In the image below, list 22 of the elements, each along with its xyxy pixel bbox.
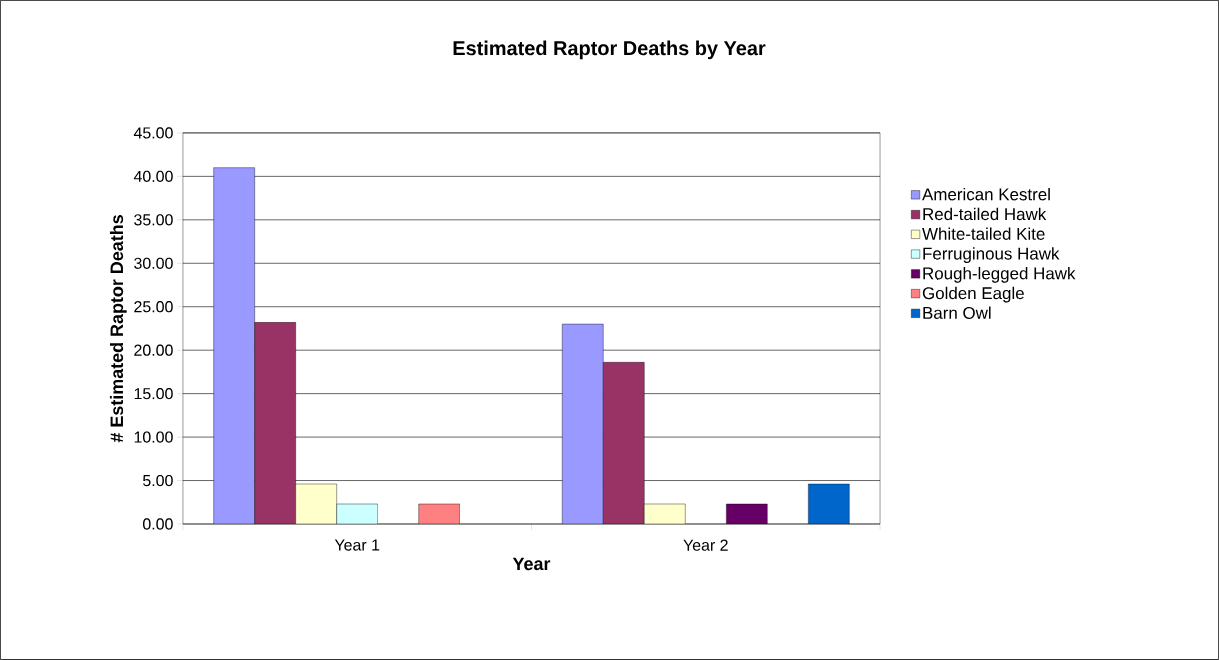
- chart-title: Estimated Raptor Deaths by Year: [453, 40, 766, 60]
- x-axis-title: Year: [512, 557, 551, 571]
- y-tick-label: 40.00: [133, 170, 173, 183]
- y-tick-label: 30.00: [134, 257, 173, 269]
- y-tick-label: 10.00: [134, 431, 173, 443]
- y-tick-label: 45.00: [133, 127, 173, 139]
- legend-label: Barn Owl: [923, 306, 991, 319]
- y-tick-label: 15.00: [134, 388, 173, 400]
- y-tick-label: 25.00: [134, 301, 173, 313]
- legend-label: Red-tailed Hawk: [923, 207, 1047, 221]
- y-axis-title: # Estimated Raptor Deaths: [109, 215, 127, 443]
- legend-label: American Kestrel: [922, 188, 1050, 201]
- y-tick-label: 5.00: [143, 474, 173, 487]
- x-tick-label: Year 2: [683, 539, 728, 551]
- y-tick-label: 20.00: [134, 344, 173, 356]
- legend-label: Rough-legged Hawk: [923, 267, 1076, 283]
- y-tick-label: 0.00: [143, 518, 173, 530]
- legend-label: Golden Eagle: [922, 286, 1024, 303]
- legend-label: Ferruginous Hawk: [923, 247, 1060, 264]
- x-tick-label: Year 1: [334, 539, 380, 551]
- legend-label: White-tailed Kite: [922, 227, 1045, 240]
- y-tick-label: 35.00: [134, 214, 173, 226]
